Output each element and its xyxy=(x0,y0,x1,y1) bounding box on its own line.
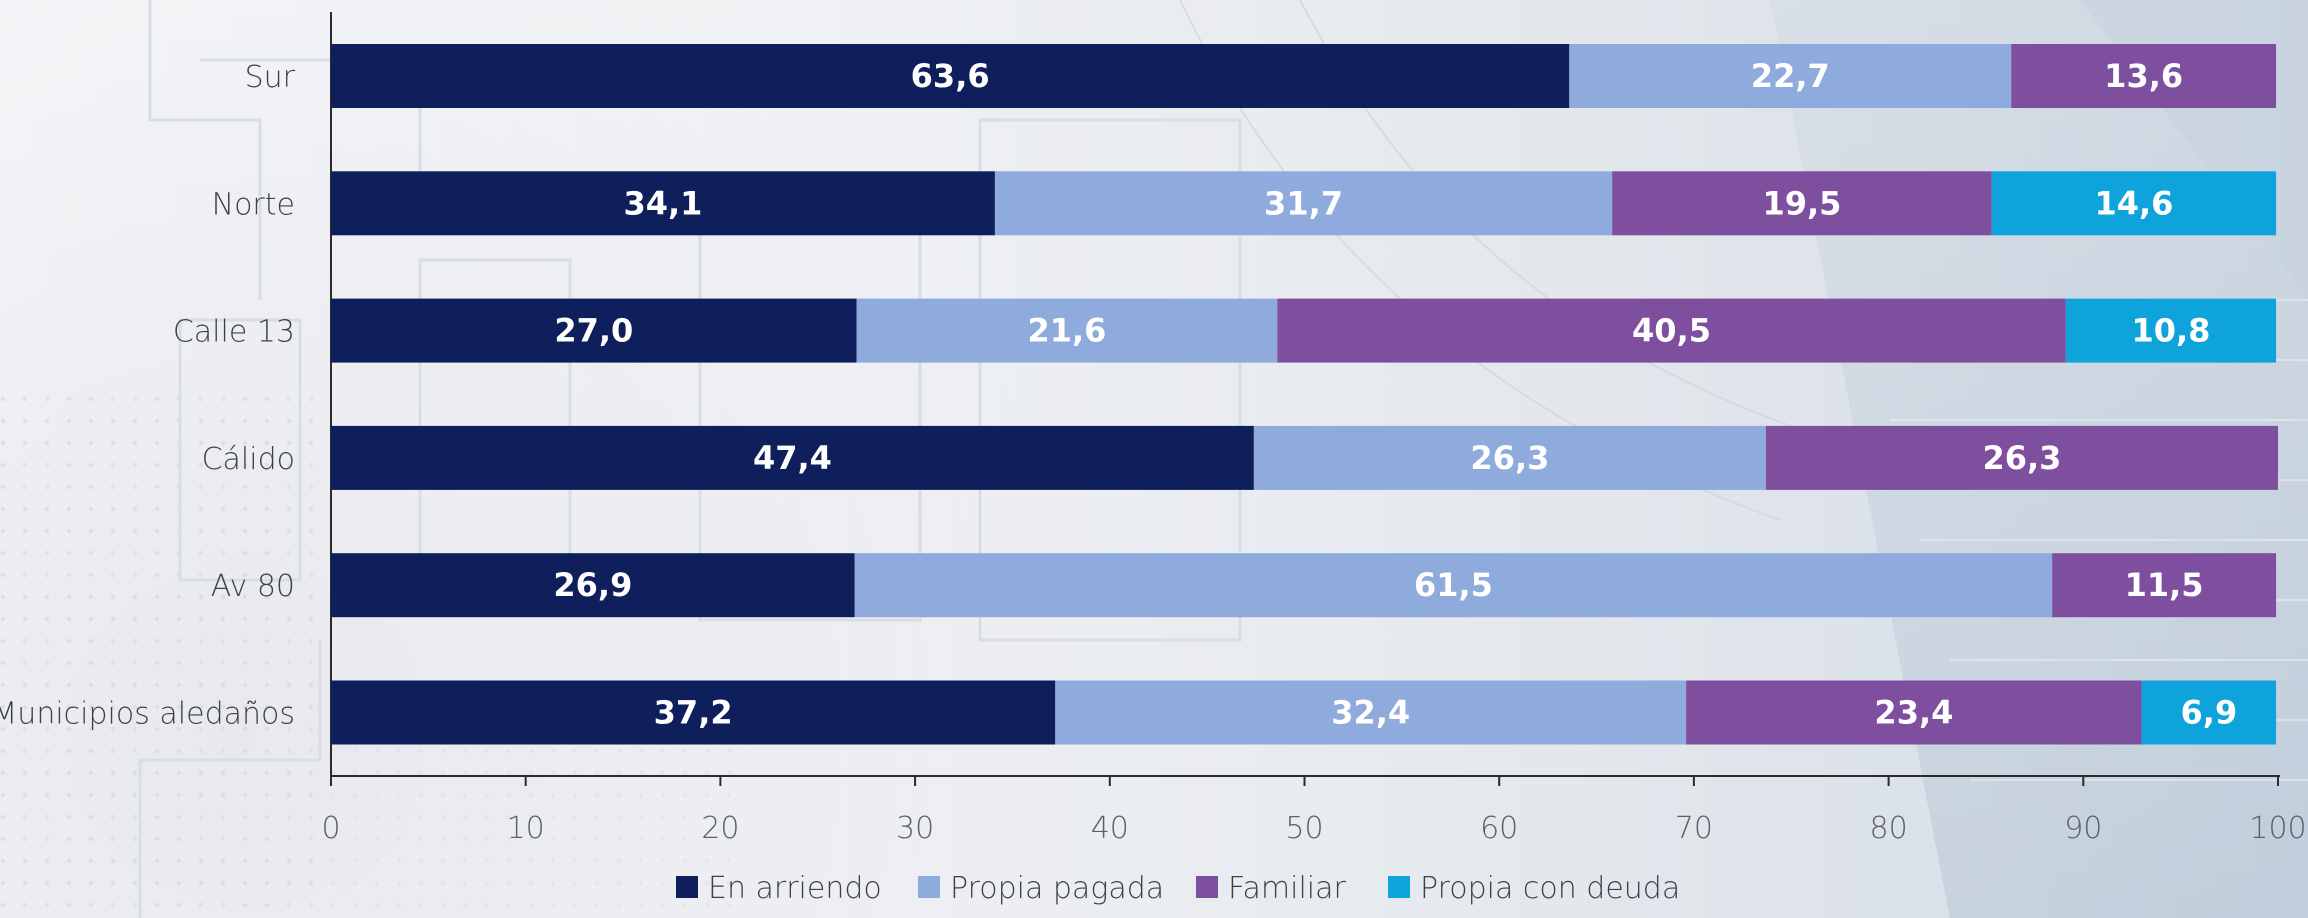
category-label: Av 80 xyxy=(211,569,295,604)
bar-segment xyxy=(1569,44,2012,108)
bar-segment xyxy=(1686,680,2142,745)
bar-segment xyxy=(2141,680,2277,745)
bar-segment xyxy=(854,553,2053,618)
category-label: Municipios aledaños xyxy=(0,697,295,732)
legend-label: En arriendo xyxy=(708,871,882,906)
bar-segment xyxy=(331,298,857,363)
data-label: 37,2 xyxy=(654,694,733,732)
data-label: 47,4 xyxy=(753,439,832,477)
bar-segment xyxy=(331,425,1254,490)
x-tick-label: 70 xyxy=(1675,811,1713,846)
category-label: Norte xyxy=(212,187,295,222)
bar-segment xyxy=(856,298,1278,363)
data-label: 26,3 xyxy=(1982,439,2061,477)
x-tick-label: 100 xyxy=(2249,811,2306,846)
data-label: 40,5 xyxy=(1632,312,1711,350)
bar-segment xyxy=(1765,425,2278,490)
x-tick-label: 10 xyxy=(507,811,545,846)
data-label: 31,7 xyxy=(1264,184,1343,222)
data-label: 27,0 xyxy=(554,312,633,350)
x-tick-label: 80 xyxy=(1870,811,1908,846)
legend-swatch xyxy=(918,876,940,898)
data-label: 10,8 xyxy=(2131,312,2210,350)
x-tick-label: 0 xyxy=(321,811,340,846)
legend-swatch xyxy=(1196,876,1218,898)
legend-label: Familiar xyxy=(1228,871,1346,906)
data-label: 22,7 xyxy=(1751,57,1830,95)
data-label: 26,9 xyxy=(553,566,632,604)
category-label: Cálido xyxy=(202,442,295,477)
bar-segment xyxy=(331,171,995,236)
bar-segment xyxy=(331,680,1056,745)
bar-segment xyxy=(331,44,1570,108)
bar-segment xyxy=(1991,171,2277,236)
data-label: 26,3 xyxy=(1470,439,1549,477)
bar-segment xyxy=(1055,680,1687,745)
data-label: 34,1 xyxy=(623,184,702,222)
x-tick-label: 50 xyxy=(1285,811,1323,846)
data-label: 19,5 xyxy=(1762,184,1841,222)
legend-swatch xyxy=(676,876,698,898)
x-tick-label: 30 xyxy=(896,811,934,846)
bar-segment xyxy=(2011,44,2277,108)
data-label: 14,6 xyxy=(2094,184,2173,222)
bar-segment xyxy=(1277,298,2066,363)
legend-label: Propia pagada xyxy=(950,871,1164,906)
data-label: 63,6 xyxy=(911,57,990,95)
bar-segment xyxy=(2052,553,2277,618)
bar-segment xyxy=(331,553,855,618)
legend-label: Propia con deuda xyxy=(1420,871,1680,906)
bar-segment xyxy=(1253,425,1766,490)
x-tick-label: 90 xyxy=(2064,811,2102,846)
category-label: Sur xyxy=(245,60,296,95)
bar-segment xyxy=(994,171,1613,236)
data-label: 6,9 xyxy=(2181,694,2238,732)
data-label: 61,5 xyxy=(1414,566,1493,604)
x-tick-label: 40 xyxy=(1091,811,1129,846)
bar-segment xyxy=(1612,171,1992,236)
legend-swatch xyxy=(1388,876,1410,898)
data-label: 32,4 xyxy=(1331,694,1410,732)
data-label: 23,4 xyxy=(1874,694,1953,732)
data-label: 13,6 xyxy=(2104,57,2183,95)
x-tick-label: 20 xyxy=(701,811,739,846)
data-label: 11,5 xyxy=(2125,566,2204,604)
x-tick-label: 60 xyxy=(1480,811,1518,846)
bar-segment xyxy=(2065,298,2277,363)
category-label: Calle 13 xyxy=(173,315,295,350)
data-label: 21,6 xyxy=(1027,312,1106,350)
